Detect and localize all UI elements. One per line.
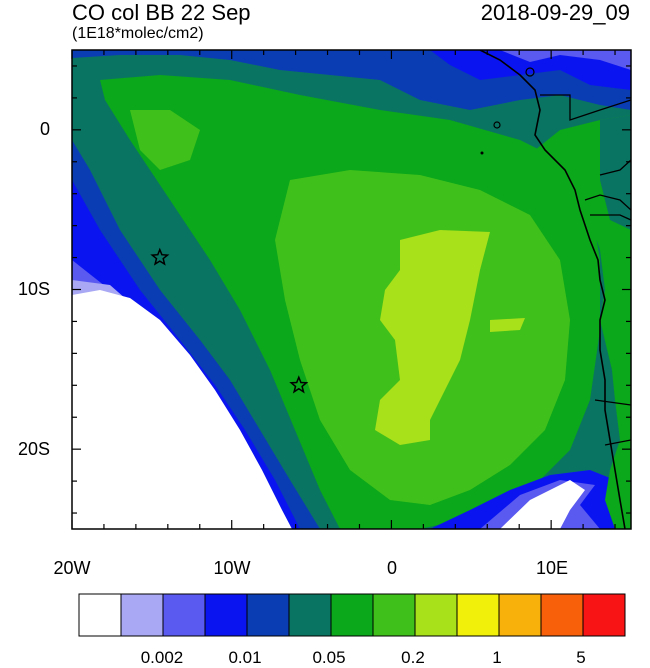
colorbar-label-1: 0.01 — [228, 648, 262, 667]
border-5 — [604, 439, 631, 446]
star-marker-1 — [150, 247, 170, 266]
colorbar-swatch — [78, 593, 122, 637]
star-marker-2 — [289, 375, 309, 394]
colorbar-swatch — [330, 593, 374, 637]
colorbar-swatch — [414, 593, 458, 637]
field-clear-region — [72, 290, 292, 529]
colorbar-label-0: 0.002 — [140, 648, 184, 667]
border-3 — [590, 214, 631, 221]
colorbar-swatch — [582, 593, 626, 637]
colorbar — [78, 593, 626, 637]
colorbar-label-5: 5 — [576, 648, 586, 667]
xtick-label-2: 0 — [386, 558, 397, 578]
ytick-label-2: 20S — [17, 439, 50, 459]
field-north-lightblue — [500, 50, 631, 70]
xtick-label-3: 10E — [535, 558, 569, 578]
border-1 — [540, 94, 631, 121]
colorbar-label-3: 0.2 — [401, 648, 425, 667]
border-2 — [584, 194, 631, 211]
ytick-label-1: 10S — [17, 279, 50, 299]
colorbar-label-4: 1 — [492, 648, 502, 667]
field-north-brightblue — [430, 50, 631, 90]
colorbar-swatch — [372, 593, 416, 637]
colorbar-swatch — [204, 593, 248, 637]
field-core-patch — [490, 318, 525, 332]
colorbar-swatch — [498, 593, 542, 637]
colorbar-swatch — [540, 593, 584, 637]
field-land-teal — [600, 115, 631, 230]
border-6 — [599, 159, 631, 176]
colorbar-swatch — [456, 593, 500, 637]
island-1 — [525, 67, 535, 77]
colorbar-label-2: 0.05 — [312, 648, 346, 667]
field-south-clear — [500, 480, 585, 529]
colorbar-swatch — [162, 593, 206, 637]
colorbar-swatch — [120, 593, 164, 637]
axis-ticks — [71, 50, 631, 529]
colorbar-swatch — [246, 593, 290, 637]
ytick-label-0: 0 — [39, 119, 50, 139]
field-core — [375, 230, 490, 445]
field-land — [535, 115, 631, 529]
border-4 — [594, 399, 631, 406]
plot-units: (1E18*molec/cm2) — [72, 25, 204, 42]
xtick-label-1: 10W — [213, 558, 251, 578]
coastline — [479, 50, 626, 529]
station-markers — [150, 247, 309, 394]
co-field — [72, 50, 631, 529]
field-north-bright-green — [130, 110, 200, 170]
colorbar-swatch — [288, 593, 332, 637]
plot-title: CO col BB 22 Sep — [72, 0, 251, 25]
island-2 — [493, 121, 501, 129]
xtick-label-0: 20W — [53, 558, 91, 578]
island-3 — [480, 151, 484, 155]
plot-date: 2018-09-29_09 — [480, 0, 630, 25]
